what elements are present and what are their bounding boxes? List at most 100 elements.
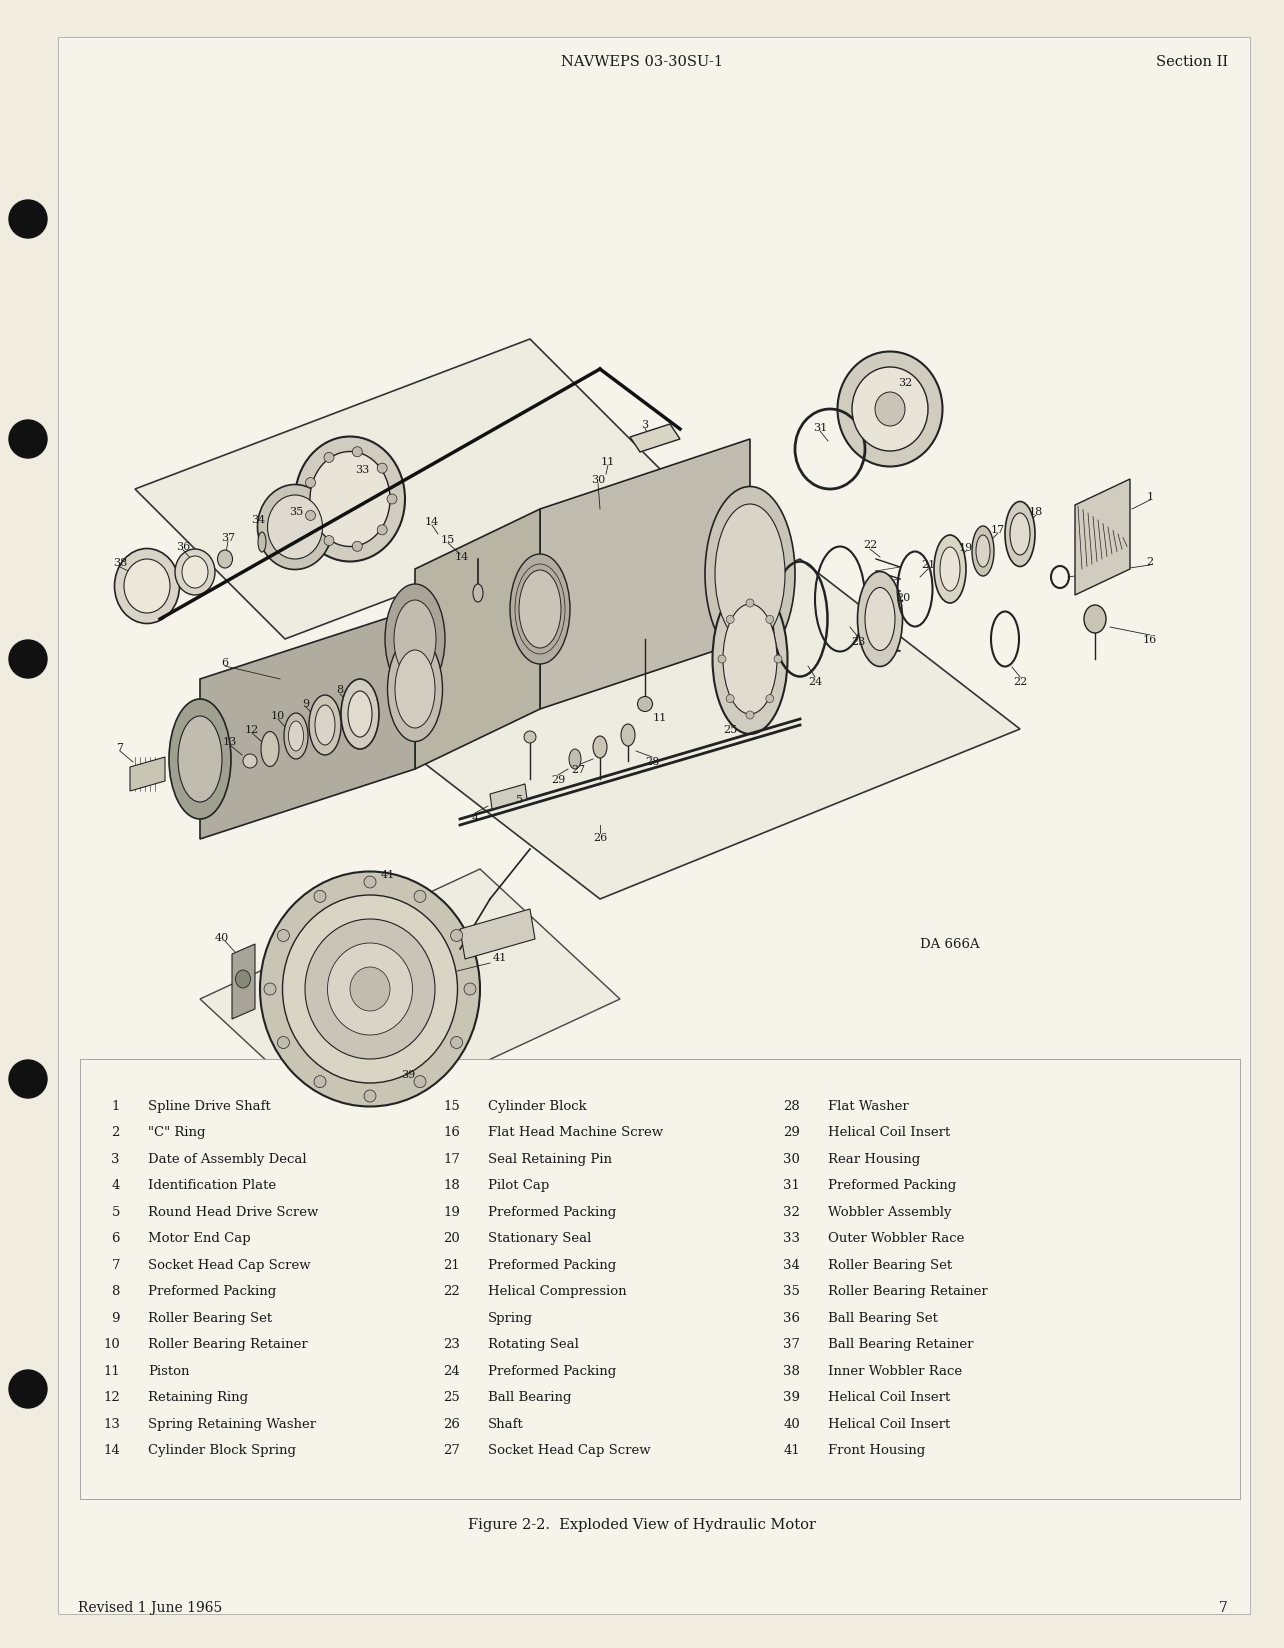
Ellipse shape: [705, 488, 795, 662]
Text: 37: 37: [783, 1338, 800, 1351]
Text: 41: 41: [493, 953, 507, 962]
Ellipse shape: [395, 651, 435, 728]
Ellipse shape: [718, 656, 725, 664]
Text: DA 666A: DA 666A: [921, 938, 980, 951]
Ellipse shape: [388, 638, 443, 742]
Ellipse shape: [727, 695, 734, 704]
Text: 31: 31: [783, 1178, 800, 1192]
Ellipse shape: [265, 984, 276, 995]
Ellipse shape: [178, 717, 222, 803]
Polygon shape: [415, 509, 541, 770]
Text: 36: 36: [783, 1312, 800, 1325]
Text: Inner Wobbler Race: Inner Wobbler Race: [828, 1365, 962, 1378]
Ellipse shape: [1011, 514, 1030, 555]
Polygon shape: [200, 870, 620, 1129]
Text: 34: 34: [783, 1257, 800, 1271]
Ellipse shape: [865, 588, 895, 651]
Text: Socket Head Cap Screw: Socket Head Cap Screw: [148, 1257, 311, 1271]
Text: 28: 28: [783, 1099, 800, 1112]
Text: 37: 37: [221, 532, 235, 542]
Ellipse shape: [569, 750, 580, 770]
Text: 15: 15: [443, 1099, 460, 1112]
Text: Piston: Piston: [148, 1365, 190, 1378]
Ellipse shape: [306, 511, 316, 521]
Ellipse shape: [324, 453, 334, 463]
Ellipse shape: [315, 1076, 326, 1088]
Ellipse shape: [352, 542, 362, 552]
Text: Roller Bearing Set: Roller Bearing Set: [148, 1312, 272, 1325]
Ellipse shape: [715, 504, 785, 644]
Text: 4: 4: [112, 1178, 119, 1192]
Text: 25: 25: [443, 1391, 460, 1404]
Text: 41: 41: [381, 870, 395, 880]
Text: 18: 18: [1028, 506, 1043, 517]
Ellipse shape: [182, 557, 208, 588]
Text: 25: 25: [723, 725, 737, 735]
Text: 9: 9: [303, 699, 309, 709]
Text: 26: 26: [593, 832, 607, 842]
Ellipse shape: [169, 699, 231, 819]
Text: Spline Drive Shaft: Spline Drive Shaft: [148, 1099, 271, 1112]
Bar: [80, 1060, 1240, 1500]
Ellipse shape: [746, 600, 754, 608]
Ellipse shape: [306, 920, 435, 1060]
Circle shape: [9, 1369, 48, 1407]
Ellipse shape: [351, 967, 390, 1012]
Ellipse shape: [774, 656, 782, 664]
Ellipse shape: [464, 984, 476, 995]
Text: 33: 33: [354, 465, 369, 475]
Text: 20: 20: [896, 593, 910, 603]
Text: Pilot Cap: Pilot Cap: [488, 1178, 550, 1192]
Ellipse shape: [933, 536, 966, 603]
Text: Revised 1 June 1965: Revised 1 June 1965: [78, 1600, 222, 1613]
Text: 16: 16: [1143, 634, 1157, 644]
Text: Date of Assembly Decal: Date of Assembly Decal: [148, 1152, 307, 1165]
Text: 3: 3: [642, 420, 648, 430]
Text: 14: 14: [103, 1444, 119, 1457]
Text: 18: 18: [443, 1178, 460, 1192]
Ellipse shape: [289, 722, 303, 751]
Text: 7: 7: [117, 743, 123, 753]
Text: Stationary Seal: Stationary Seal: [488, 1231, 592, 1244]
Text: Motor End Cap: Motor End Cap: [148, 1231, 250, 1244]
Text: 17: 17: [991, 524, 1005, 534]
Text: 22: 22: [1013, 677, 1027, 687]
Text: 7: 7: [1219, 1600, 1228, 1613]
Text: 22: 22: [863, 539, 877, 550]
Text: 1: 1: [1147, 491, 1153, 501]
Text: 9: 9: [112, 1312, 119, 1325]
Text: Cylinder Block: Cylinder Block: [488, 1099, 587, 1112]
Ellipse shape: [277, 929, 289, 943]
Text: Rotating Seal: Rotating Seal: [488, 1338, 579, 1351]
Text: Shaft: Shaft: [488, 1417, 524, 1430]
Ellipse shape: [519, 570, 561, 649]
Ellipse shape: [306, 478, 316, 488]
Text: 1: 1: [112, 1099, 119, 1112]
Text: Round Head Drive Screw: Round Head Drive Screw: [148, 1205, 318, 1218]
Text: 19: 19: [443, 1205, 460, 1218]
Text: 29: 29: [783, 1126, 800, 1139]
Ellipse shape: [114, 549, 180, 625]
Ellipse shape: [858, 572, 903, 667]
Text: 30: 30: [783, 1152, 800, 1165]
Polygon shape: [460, 910, 535, 959]
Text: 39: 39: [783, 1391, 800, 1404]
Ellipse shape: [837, 353, 942, 468]
Text: 20: 20: [443, 1231, 460, 1244]
Text: 28: 28: [645, 756, 659, 766]
Text: 23: 23: [443, 1338, 460, 1351]
Ellipse shape: [394, 600, 437, 679]
Ellipse shape: [413, 1076, 426, 1088]
Ellipse shape: [309, 452, 390, 547]
Text: Flat Head Machine Screw: Flat Head Machine Screw: [488, 1126, 663, 1139]
Text: Preformed Packing: Preformed Packing: [488, 1257, 616, 1271]
Ellipse shape: [713, 585, 787, 735]
Text: 32: 32: [898, 377, 912, 387]
Polygon shape: [541, 440, 750, 710]
Text: 10: 10: [103, 1338, 119, 1351]
Ellipse shape: [363, 877, 376, 888]
Ellipse shape: [243, 755, 257, 768]
Ellipse shape: [315, 892, 326, 903]
Text: 26: 26: [443, 1417, 460, 1430]
Text: 11: 11: [652, 712, 668, 722]
